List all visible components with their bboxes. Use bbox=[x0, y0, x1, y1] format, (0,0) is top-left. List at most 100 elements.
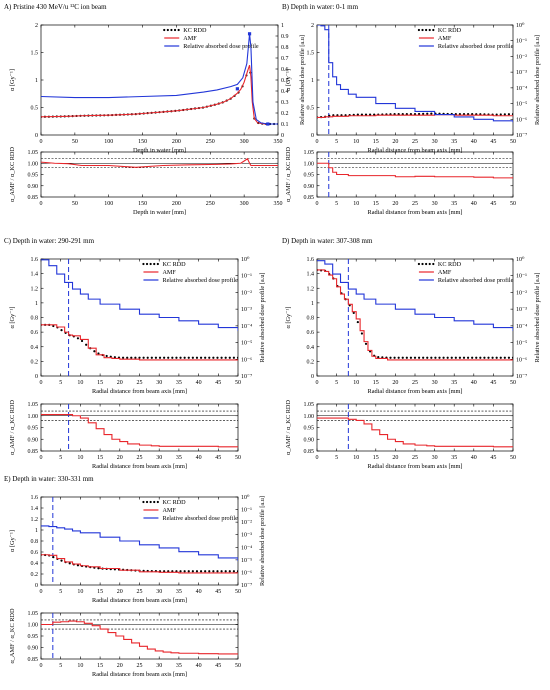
y-tick-label: 1.2 bbox=[31, 517, 39, 523]
x-tick-label: 25 bbox=[137, 589, 143, 595]
legend-label: AMF bbox=[183, 35, 197, 42]
y2-tick-label: 10⁻⁶ bbox=[241, 570, 252, 576]
top-axes: 0 5 10 15 20 25 30 35 40 45 50 0 0.2 0.4 0.6 0.8 1 1.2 1.4… bbox=[9, 494, 266, 604]
y-tick-label: 0.95 bbox=[304, 173, 315, 179]
x-tick-label: 50 bbox=[510, 380, 516, 386]
x-tick-label: 0 bbox=[316, 201, 319, 207]
y2-axis-label: Relative absorbed dose profile [a.u] bbox=[259, 496, 266, 586]
legend-swatch-kc-rdd bbox=[166, 28, 169, 32]
kc-rdd-point bbox=[212, 570, 215, 573]
series-line-dose-profile bbox=[41, 259, 238, 331]
x-tick-label: 15 bbox=[97, 663, 103, 669]
y-tick-label: 0 bbox=[311, 133, 314, 139]
kc-rdd-point bbox=[204, 570, 207, 573]
y-tick-label: 0.95 bbox=[28, 173, 39, 179]
kc-rdd-point bbox=[224, 356, 227, 359]
x-tick-label: 45 bbox=[490, 455, 496, 461]
y-tick-label: 1.00 bbox=[304, 414, 315, 420]
kc-rdd-point bbox=[183, 356, 186, 359]
legend-swatch-kc-rdd bbox=[142, 262, 145, 266]
kc-rdd-point bbox=[68, 562, 71, 565]
y2-tick-label: 10⁻⁴ bbox=[241, 324, 252, 330]
x-tick-label: 15 bbox=[373, 380, 379, 386]
y2-tick-label: 10⁻² bbox=[241, 520, 252, 526]
legend-label: KC RDD bbox=[162, 261, 186, 268]
y2-tick-label: 10⁻⁵ bbox=[516, 341, 527, 347]
y-tick-label: 0.85 bbox=[28, 195, 39, 201]
kc-rdd-point bbox=[417, 356, 421, 359]
y2-tick-label: 0.6 bbox=[281, 67, 289, 73]
y-tick-label: 0 bbox=[35, 583, 38, 589]
kc-rdd-point bbox=[426, 112, 429, 115]
y-axis-label: α_AMF / α_KC RDD bbox=[9, 400, 16, 456]
bottom-axes: 0 5 10 15 20 25 30 35 40 45 50 0.85 0.90 0.95 1.00 1.05… bbox=[285, 400, 516, 470]
x-tick-label: 50 bbox=[235, 455, 241, 461]
top-axes: 0 5 10 15 20 25 30 35 40 45 50 0 0.2 0.4 0.6 0.8 1 1.2 1.4… bbox=[285, 256, 541, 395]
y2-tick-label: 0.2 bbox=[281, 111, 289, 117]
kc-rdd-point bbox=[216, 356, 219, 359]
x-tick-label: 25 bbox=[412, 455, 418, 461]
x-tick-label: 300 bbox=[240, 139, 249, 145]
y-tick-label: 1.4 bbox=[31, 506, 39, 512]
y-tick-label: 2 bbox=[35, 23, 38, 29]
y2-tick-label: 0.5 bbox=[281, 78, 289, 84]
y2-tick-label: 10⁻² bbox=[516, 290, 527, 296]
x-tick-label: 20 bbox=[392, 380, 398, 386]
bottom-data bbox=[41, 157, 278, 169]
y2-tick-label: 10⁻³ bbox=[516, 70, 527, 76]
x-axis-label: Radial distance from beam axis [mm] bbox=[92, 597, 187, 604]
y2-tick-label: 10⁻⁴ bbox=[241, 545, 252, 551]
kc-rdd-point bbox=[466, 356, 470, 359]
kc-rdd-point bbox=[405, 356, 408, 359]
x-tick-label: 50 bbox=[235, 380, 241, 386]
y-tick-label: 0.95 bbox=[28, 634, 39, 640]
series-line-amf bbox=[41, 554, 238, 574]
x-tick-label: 25 bbox=[137, 663, 143, 669]
y-tick-label: 0 bbox=[311, 374, 314, 380]
y2-tick-label: 10⁻² bbox=[241, 290, 252, 296]
panel-title: D) Depth in water: 307-308 mm bbox=[282, 237, 373, 245]
kc-rdd-point bbox=[228, 356, 231, 359]
x-tick-label: 35 bbox=[451, 201, 457, 207]
y-tick-label: 1 bbox=[35, 528, 38, 534]
legend-label: KC RDD bbox=[438, 261, 462, 268]
legend-swatch-kc-rdd bbox=[432, 28, 435, 32]
kc-rdd-point bbox=[454, 356, 457, 359]
bottom-data bbox=[317, 404, 513, 451]
top-data bbox=[317, 259, 513, 376]
y2-tick-label: 1 bbox=[281, 23, 284, 29]
x-tick-label: 25 bbox=[137, 380, 143, 386]
bottom-axes: 0 50 100 150 200 250 300 350 0.85 0.90 0.95 1.00 1.0… bbox=[9, 147, 283, 216]
legend-label: KC RDD bbox=[438, 27, 462, 34]
series-line-amf bbox=[317, 269, 513, 361]
y-tick-label: 0.4 bbox=[31, 345, 39, 351]
y2-tick-label: 10⁻⁶ bbox=[516, 357, 527, 363]
x-tick-label: 5 bbox=[335, 201, 338, 207]
y-tick-label: 0.85 bbox=[304, 195, 315, 201]
y2-axis-label: Relative absorbed dose profile [a.u] bbox=[299, 35, 306, 125]
x-tick-label: 10 bbox=[77, 455, 83, 461]
y-tick-label: 1 bbox=[311, 301, 314, 307]
y-tick-label: 0.85 bbox=[28, 449, 39, 455]
legend-label: AMF bbox=[438, 269, 452, 276]
legend-swatch-kc-rdd bbox=[142, 500, 145, 504]
y-tick-label: 0.8 bbox=[307, 316, 315, 322]
x-axis-label: Depth in water [mm] bbox=[133, 209, 186, 216]
y2-axis-label: Relative absorbed dose profile [a.u] bbox=[534, 272, 541, 362]
legend-swatch-kc-rdd bbox=[149, 262, 152, 266]
x-axis-label: Radial distance from beam axis [mm] bbox=[368, 209, 463, 216]
x-tick-label: 5 bbox=[59, 663, 62, 669]
series-line-dose-profile bbox=[41, 33, 278, 125]
kc-rdd-point bbox=[232, 356, 235, 359]
y2-tick-label: 0 bbox=[281, 133, 284, 139]
y2-tick-label: 10⁰ bbox=[241, 256, 250, 263]
panel-title: A) Pristine 430 MeV/u ¹²C ion beam bbox=[4, 3, 107, 11]
panel-title: C) Depth in water: 290-291 mm bbox=[4, 237, 95, 245]
kc-rdd-point bbox=[126, 356, 129, 359]
kc-rdd-point bbox=[360, 332, 364, 335]
kc-rdd-point bbox=[138, 356, 141, 359]
kc-rdd-point bbox=[232, 570, 235, 573]
kc-rdd-point bbox=[356, 320, 359, 324]
y2-tick-label: 10⁻⁴ bbox=[516, 86, 527, 92]
y2-tick-label: 10⁻⁶ bbox=[516, 117, 527, 123]
